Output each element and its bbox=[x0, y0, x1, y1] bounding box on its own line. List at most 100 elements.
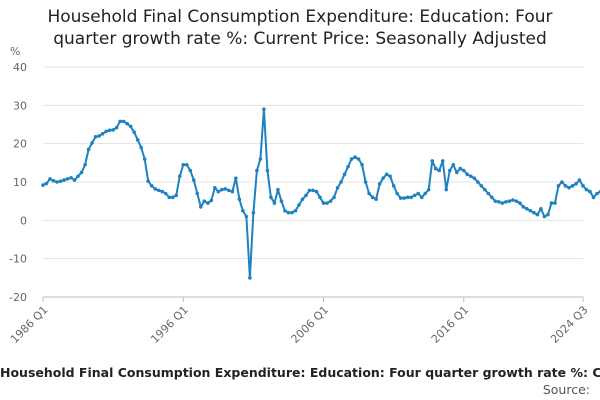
data-point bbox=[283, 208, 287, 213]
data-point bbox=[195, 191, 200, 196]
data-point bbox=[149, 184, 154, 188]
y-axis-unit-label: % bbox=[10, 45, 20, 58]
data-point bbox=[353, 155, 357, 159]
data-point bbox=[100, 131, 105, 136]
data-point bbox=[286, 210, 291, 215]
data-point bbox=[416, 191, 420, 196]
data-point bbox=[230, 189, 235, 194]
data-point bbox=[483, 187, 487, 192]
data-point bbox=[539, 207, 543, 211]
data-point bbox=[62, 178, 66, 182]
data-point bbox=[360, 162, 364, 167]
data-point bbox=[574, 182, 578, 186]
data-point bbox=[321, 201, 326, 205]
y-tick-label: 20 bbox=[13, 138, 27, 151]
data-point bbox=[395, 191, 399, 196]
data-point bbox=[55, 180, 59, 184]
y-tick-label: 10 bbox=[13, 176, 27, 189]
data-point bbox=[339, 180, 343, 184]
data-point bbox=[388, 174, 392, 179]
data-point bbox=[507, 199, 512, 203]
data-point bbox=[556, 184, 561, 188]
source-label: Source: bbox=[542, 382, 590, 397]
data-point bbox=[265, 168, 270, 173]
chart-title-line-1: Household Final Consumption Expenditure:… bbox=[47, 7, 553, 27]
data-point bbox=[248, 276, 252, 280]
x-tick-label: 1996 Q1 bbox=[148, 303, 191, 346]
data-point bbox=[433, 166, 438, 171]
data-point bbox=[595, 191, 599, 196]
x-tick-label: 2024 Q3 bbox=[548, 303, 591, 346]
data-point bbox=[521, 205, 526, 209]
y-tick-label: -20 bbox=[9, 291, 27, 304]
data-point bbox=[476, 180, 480, 184]
data-point bbox=[111, 128, 115, 132]
data-point bbox=[412, 193, 417, 198]
x-axis: 1986 Q1 1996 Q1 2006 Q1 2016 Q1 2024 Q3 bbox=[8, 296, 591, 346]
data-point bbox=[44, 181, 49, 186]
data-point bbox=[167, 195, 172, 200]
data-point bbox=[234, 176, 238, 180]
data-point bbox=[356, 157, 361, 161]
data-point bbox=[311, 188, 315, 193]
data-point bbox=[272, 201, 277, 205]
data-point bbox=[461, 168, 466, 173]
data-point bbox=[65, 177, 70, 181]
data-point bbox=[479, 184, 484, 188]
data-point bbox=[409, 195, 413, 200]
data-point bbox=[48, 177, 52, 181]
data-point bbox=[304, 193, 308, 198]
data-point bbox=[472, 176, 477, 180]
data-point bbox=[500, 201, 505, 205]
data-point bbox=[423, 191, 428, 196]
data-point bbox=[328, 199, 333, 203]
data-point bbox=[381, 176, 385, 180]
data-point bbox=[153, 187, 158, 191]
data-point bbox=[118, 119, 122, 124]
data-point bbox=[184, 162, 189, 167]
data-point bbox=[90, 141, 94, 145]
data-point bbox=[384, 172, 389, 177]
data-point bbox=[454, 170, 459, 175]
data-point bbox=[377, 182, 382, 186]
data-point bbox=[107, 128, 112, 133]
data-point bbox=[79, 170, 84, 175]
gridlines bbox=[43, 66, 583, 298]
chart-title-line-2: quarter growth rate %: Current Price: Se… bbox=[53, 29, 547, 49]
data-point bbox=[241, 208, 245, 213]
data-point bbox=[177, 174, 182, 179]
data-point bbox=[581, 184, 585, 188]
data-point bbox=[114, 125, 119, 130]
x-tick-label: 2016 Q1 bbox=[429, 303, 472, 346]
data-point bbox=[83, 162, 87, 167]
data-point bbox=[535, 212, 540, 217]
data-point bbox=[370, 195, 375, 200]
data-point bbox=[227, 188, 231, 193]
data-point bbox=[363, 180, 368, 184]
data-point bbox=[335, 185, 340, 190]
data-point bbox=[444, 187, 449, 192]
data-point bbox=[104, 129, 108, 134]
chart-caption: Household Final Consumption Expenditure:… bbox=[0, 365, 600, 380]
data-point bbox=[374, 197, 378, 202]
data-point bbox=[318, 195, 322, 200]
chart-caption-text: Household Final Consumption Expenditure:… bbox=[0, 365, 600, 380]
data-point bbox=[135, 138, 140, 142]
series-layer bbox=[41, 107, 600, 280]
data-point bbox=[279, 199, 284, 203]
data-point bbox=[72, 178, 77, 182]
data-point bbox=[213, 185, 217, 190]
data-point bbox=[121, 119, 126, 124]
data-point bbox=[493, 199, 498, 203]
data-point bbox=[132, 130, 136, 134]
data-point bbox=[262, 107, 266, 111]
data-point bbox=[276, 187, 280, 192]
data-point bbox=[553, 201, 557, 205]
data-point bbox=[258, 157, 263, 161]
data-point bbox=[405, 195, 410, 200]
x-tick-label: 1986 Q1 bbox=[8, 303, 51, 346]
y-tick-label: 0 bbox=[20, 214, 27, 227]
data-point bbox=[346, 164, 350, 169]
y-tick-label: 30 bbox=[13, 99, 27, 112]
data-point bbox=[349, 157, 354, 161]
